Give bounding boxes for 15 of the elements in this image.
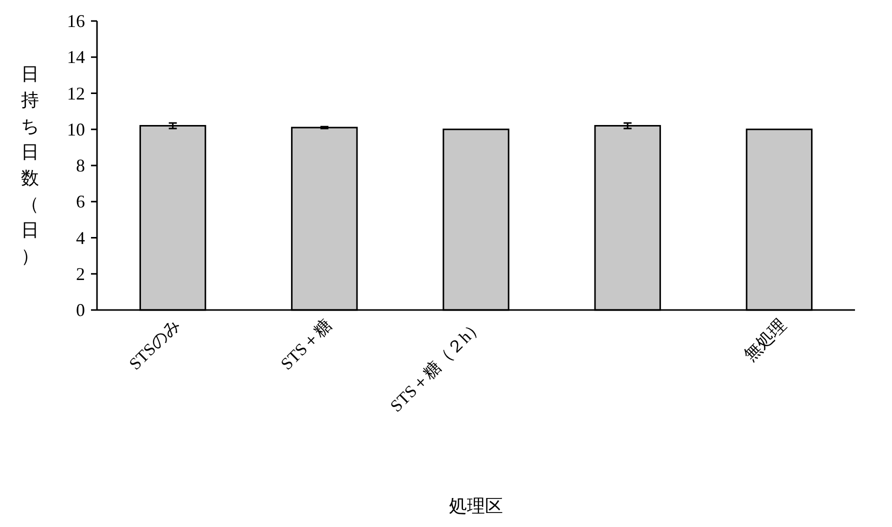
y-tick-label: 14 <box>67 47 85 68</box>
y-tick-label: 2 <box>76 264 85 284</box>
y-tick-label: 8 <box>76 156 85 176</box>
y-axis-title: 日持ち日数（日） <box>21 64 39 266</box>
y-tick-label: 0 <box>76 300 85 320</box>
x-tick-label: 無処理 <box>740 315 790 365</box>
y-tick-label: 6 <box>76 192 85 212</box>
y-tick-label: 12 <box>67 83 85 104</box>
x-axis-title: 処理区 <box>449 496 503 516</box>
x-tick-label: STSのみ <box>125 315 184 374</box>
x-tick-label: STS＋糖 <box>277 315 336 374</box>
y-tick-label: 16 <box>67 11 85 31</box>
y-tick-label: 10 <box>67 119 85 140</box>
x-tick-label: STS＋糖（２h） <box>386 315 487 416</box>
y-tick-label: 4 <box>76 228 85 248</box>
